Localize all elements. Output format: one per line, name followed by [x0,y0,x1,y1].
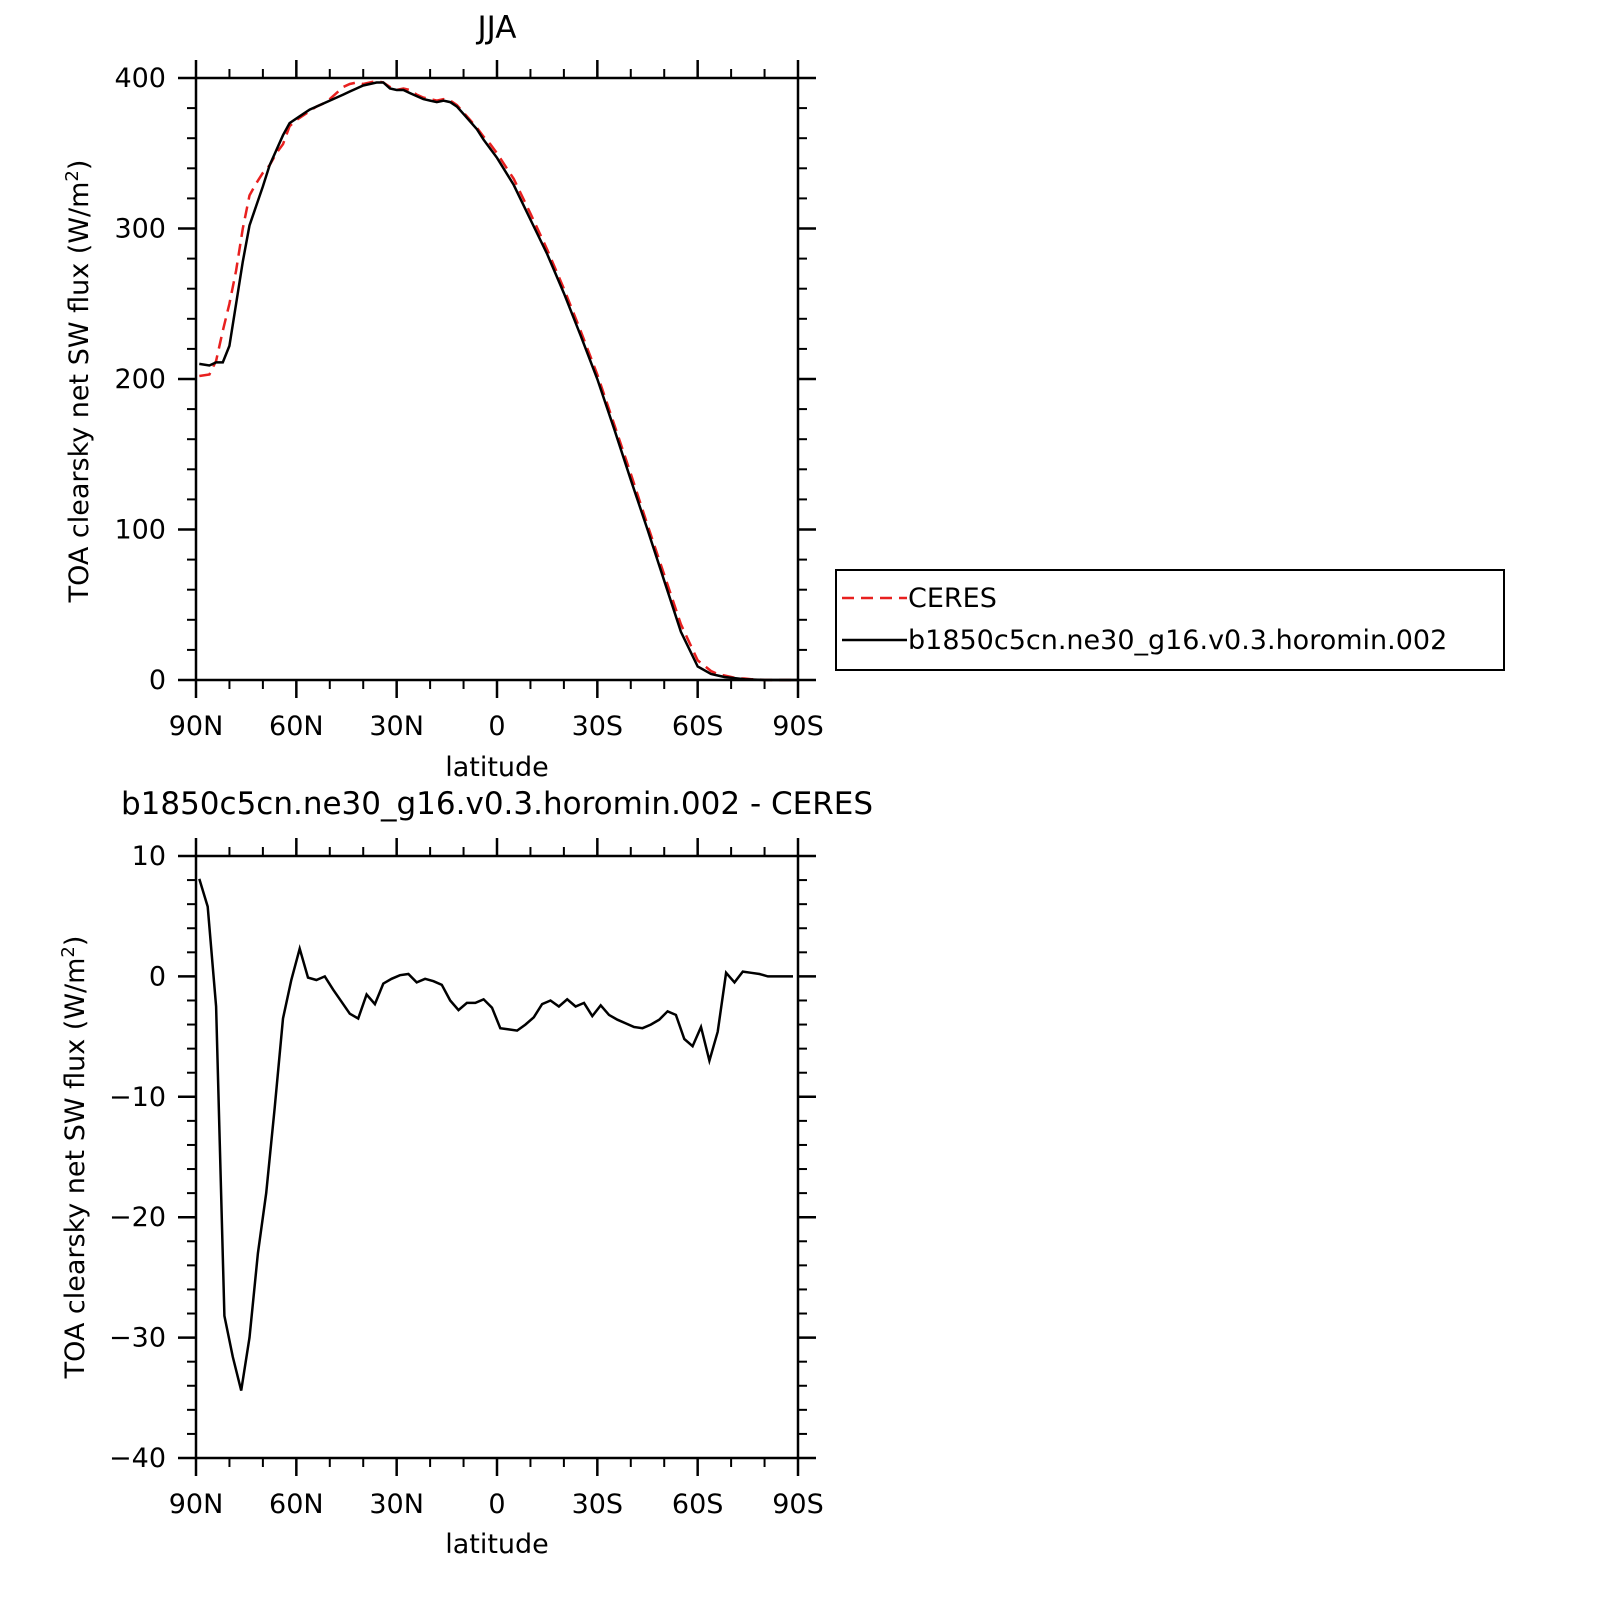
series-line-difference [198,878,793,1391]
top-plot-frame [194,76,800,682]
bottom-y-axis-label-main: TOA clearsky net SW flux (W/m [60,958,91,1380]
bottom-plot-lines [198,878,793,1391]
top-x-ticks: 90N 60N 30N 0 30S 60S 90S [169,60,824,742]
x-tick-label: 0 [488,711,505,742]
y-tick-label: 10 [132,841,166,872]
series-line-ceres [199,79,798,682]
y-tick-label: −30 [109,1323,166,1354]
legend-box [835,569,1505,671]
bottom-chart-title: b1850c5cn.ne30_g16.v0.3.horomin.002 - CE… [121,786,873,822]
x-tick-label: 90S [772,711,824,742]
bottom-plot-frame [194,854,800,1460]
legend: CERES b1850c5cn.ne30_g16.v0.3.horomin.00… [835,569,1505,671]
bottom-y-axis-label-end: ) [60,936,91,947]
x-tick-label: 90N [169,711,224,742]
y-tick-label: 200 [114,364,166,395]
bottom-y-ticks: −40 −30 −20 −10 0 10 [109,841,816,1474]
top-panel: JJA 0 100 200 300 400 90N 60N 30N 0 30S 60S 90S la… [62,10,1505,783]
y-tick-label: 300 [114,214,166,245]
bottom-panel: b1850c5cn.ne30_g16.v0.3.horomin.002 - CE… [58,786,873,1560]
y-tick-label: 0 [149,665,166,696]
legend-label-ceres: CERES [908,583,997,614]
y-tick-label: 100 [114,515,166,546]
x-tick-label: 60S [672,1489,724,1520]
y-tick-label: 0 [149,961,166,992]
y-tick-label: −20 [109,1202,166,1233]
x-tick-label: 90N [169,1489,224,1520]
top-chart-title: JJA [476,10,517,46]
bottom-x-axis-label: latitude [445,1529,549,1560]
bottom-x-ticks: 90N 60N 30N 0 30S 60S 90S [169,838,824,1520]
top-plot-lines [199,79,798,682]
x-tick-label: 30N [369,711,424,742]
top-y-axis-label: TOA clearsky net SW flux (W/m2) [62,160,95,604]
x-tick-label: 60N [269,711,324,742]
bottom-y-axis-label-sup: 2 [58,946,79,957]
series-line-model [199,81,798,682]
top-y-axis-label-end: ) [64,160,95,171]
bottom-y-axis-label: TOA clearsky net SW flux (W/m2) [58,936,91,1380]
x-tick-label: 90S [772,1489,824,1520]
top-y-ticks: 0 100 200 300 400 [114,63,816,696]
legend-label-model: b1850c5cn.ne30_g16.v0.3.horomin.002 [908,625,1447,656]
top-y-axis-label-sup: 2 [62,170,83,181]
y-tick-label: −40 [109,1443,166,1474]
x-tick-label: 30S [572,1489,624,1520]
y-tick-label: −10 [109,1082,166,1113]
x-tick-label: 0 [488,1489,505,1520]
x-tick-label: 30N [369,1489,424,1520]
x-tick-label: 30S [572,711,624,742]
y-tick-label: 400 [114,63,166,94]
x-tick-label: 60S [672,711,724,742]
x-tick-label: 60N [269,1489,324,1520]
top-y-axis-label-main: TOA clearsky net SW flux (W/m [64,182,95,604]
top-x-axis-label: latitude [445,752,549,783]
